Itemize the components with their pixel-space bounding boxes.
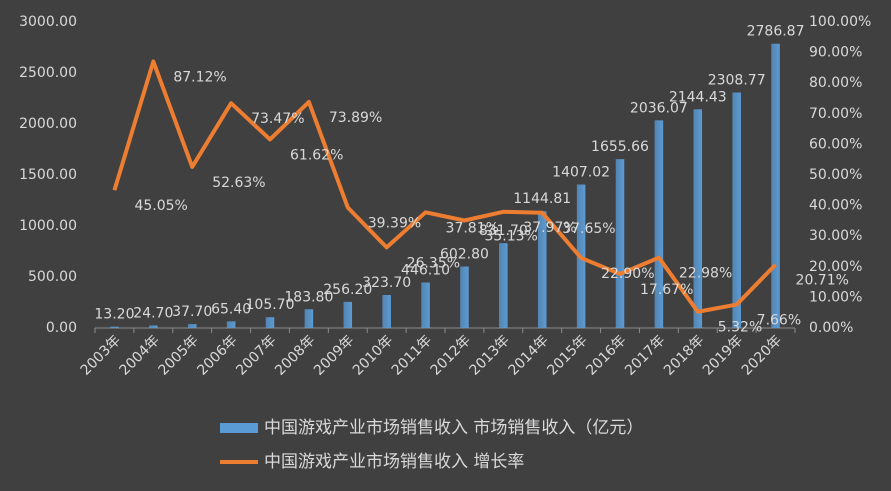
- bar-value-label: 2308.77: [708, 73, 766, 89]
- x-tick-label: 2004年: [117, 332, 163, 378]
- x-tick-label: 2007年: [233, 332, 279, 378]
- x-tick-label: 2006年: [194, 332, 240, 378]
- bar-value-label: 24.70: [133, 305, 173, 321]
- bar: [265, 317, 275, 328]
- line-value-label: 45.05%: [134, 198, 187, 214]
- line-value-label: 37.97%: [523, 220, 576, 236]
- bar: [654, 120, 664, 328]
- bar-value-label: 37.70: [172, 304, 212, 320]
- line-value-label: 22.98%: [679, 266, 732, 282]
- line-value-label: 37.65%: [562, 221, 615, 237]
- y2-tick-label: 70.00%: [809, 106, 862, 122]
- y-tick-label: 0.00: [46, 320, 77, 336]
- x-tick-label: 2005年: [155, 332, 201, 378]
- bar: [732, 92, 741, 328]
- bar-value-label: 65.40: [211, 301, 251, 317]
- bar: [460, 266, 469, 328]
- bar: [110, 326, 119, 328]
- line: [112, 59, 777, 314]
- bar-value-label: 1144.81: [513, 191, 571, 207]
- bar: [771, 43, 780, 329]
- x-tick-label: 2009年: [311, 332, 357, 378]
- bar-value-label: 446.10: [401, 262, 450, 278]
- bar: [149, 325, 158, 328]
- legend-marker: [220, 423, 258, 433]
- y-tick-label: 3000.00: [19, 14, 77, 30]
- line-value-label: 52.63%: [212, 175, 265, 191]
- bar-value-label: 602.80: [440, 247, 489, 263]
- line-value-label: 73.47%: [251, 111, 304, 127]
- bar: [615, 159, 625, 328]
- x-tick-label: 2014年: [505, 332, 551, 378]
- bar: [421, 282, 430, 328]
- line-value-label: 87.12%: [173, 69, 226, 85]
- y2-tick-label: 20.00%: [809, 259, 862, 275]
- bar-value-label: 256.20: [323, 282, 372, 298]
- bar-value-label: 1655.66: [591, 139, 649, 155]
- line-value-label: 5.32%: [718, 320, 762, 336]
- line-value-label: 73.89%: [329, 110, 382, 126]
- bar-value-label: 831.70: [479, 223, 528, 239]
- line-value-label: 22.90%: [601, 266, 654, 282]
- x-tick-label: 2013年: [467, 332, 513, 378]
- y-tick-label: 1500.00: [19, 167, 77, 183]
- bar-value-label: 2144.43: [669, 89, 727, 105]
- bar-value-label: 183.80: [284, 289, 333, 305]
- bar: [693, 109, 703, 328]
- bar-value-label: 323.70: [362, 275, 411, 291]
- x-tick-label: 2019年: [700, 332, 746, 378]
- y2-tick-label: 50.00%: [809, 167, 862, 183]
- y2-tick-label: 0.00%: [809, 320, 853, 336]
- x-tick-label: 2011年: [389, 332, 435, 378]
- legend-label: 中国游戏产业市场销售收入 市场销售收入（亿元）: [264, 418, 643, 438]
- y-tick-label: 2500.00: [19, 65, 77, 81]
- x-tick-label: 2010年: [350, 332, 396, 378]
- x-tick-label: 2017年: [622, 332, 668, 378]
- bar: [537, 211, 547, 328]
- bar: [226, 321, 236, 328]
- line-value-label: 35.13%: [484, 229, 537, 245]
- y-tick-label: 1000.00: [19, 218, 77, 234]
- x-tick-label: 2008年: [272, 332, 318, 378]
- line-value-label: 17.67%: [640, 282, 693, 298]
- bar-value-label: 2036.07: [630, 100, 688, 116]
- bar-value-label: 1407.02: [552, 164, 610, 180]
- x-tick-label: 2016年: [583, 332, 629, 378]
- bar-value-label: 105.70: [246, 297, 295, 313]
- y2-tick-label: 30.00%: [809, 228, 862, 244]
- bar-value-label: 13.20: [94, 307, 134, 323]
- x-tick-label: 2020年: [739, 332, 785, 378]
- y2-tick-label: 90.00%: [809, 45, 862, 61]
- line-value-label: 39.39%: [368, 215, 421, 231]
- x-tick-label: 2012年: [428, 332, 474, 378]
- x-tick-label: 2018年: [661, 332, 707, 378]
- legend-label: 中国游戏产业市场销售收入 增长率: [264, 452, 524, 472]
- line-value-label: 20.71%: [796, 273, 849, 289]
- y2-tick-label: 10.00%: [809, 289, 862, 305]
- y-tick-label: 500.00: [28, 269, 77, 285]
- bar: [382, 294, 391, 328]
- bar: [304, 309, 314, 328]
- line-value-label: 26.35%: [407, 255, 460, 271]
- line-value-label: 37.81%: [446, 220, 499, 236]
- bar-value-label: 2786.87: [747, 24, 805, 40]
- x-tick-label: 2015年: [544, 332, 590, 378]
- y2-tick-label: 80.00%: [809, 75, 862, 91]
- y2-tick-label: 100.00%: [809, 14, 871, 30]
- y2-tick-label: 60.00%: [809, 136, 862, 152]
- line-value-label: 7.66%: [757, 313, 801, 329]
- bar: [499, 243, 508, 328]
- bar: [343, 301, 353, 328]
- line-value-label: 61.62%: [290, 147, 343, 163]
- x-tick-label: 2003年: [78, 332, 124, 378]
- y2-tick-label: 40.00%: [809, 198, 862, 214]
- bar: [187, 324, 197, 328]
- y-tick-label: 2000.00: [19, 116, 77, 132]
